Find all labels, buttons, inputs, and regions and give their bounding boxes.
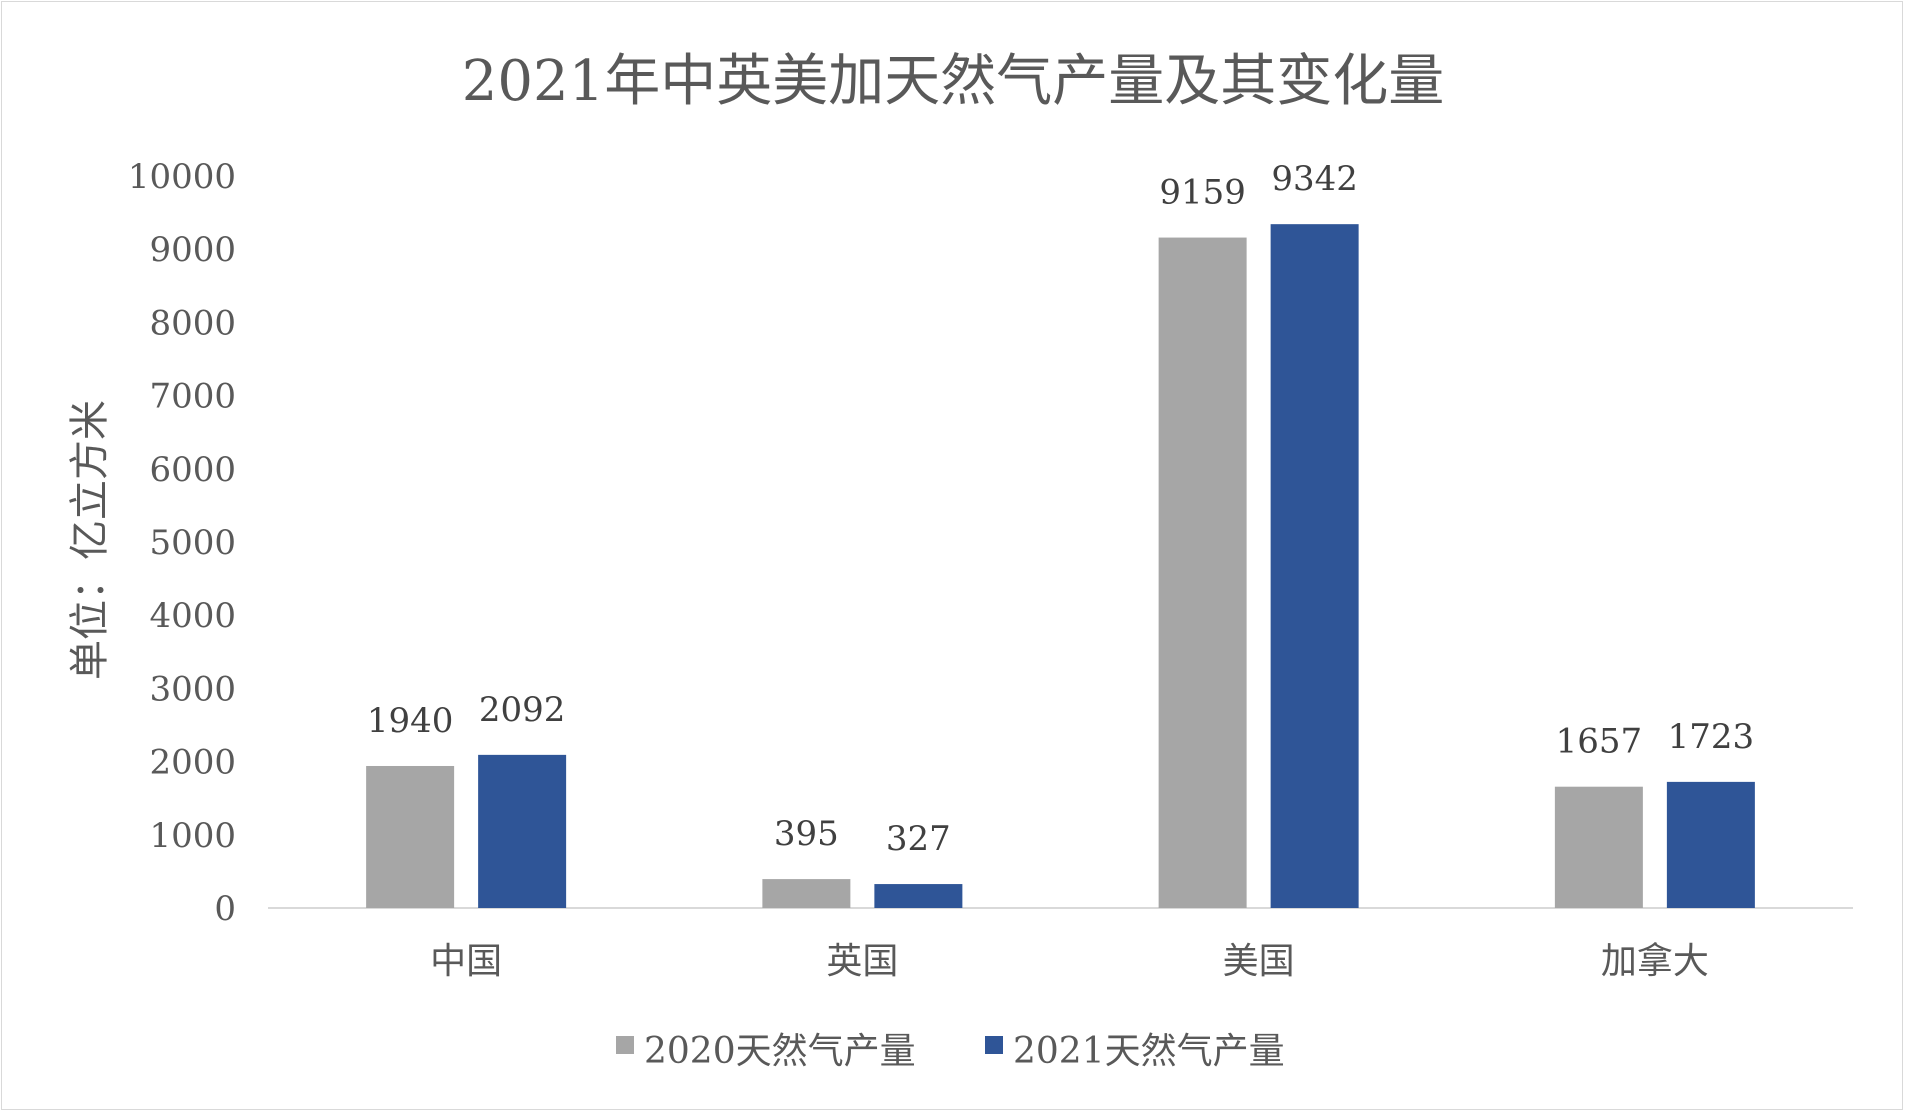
y-tick-label: 10000 [128,157,236,197]
y-tick-label: 3000 [149,669,236,709]
data-label: 327 [886,819,951,859]
category-labels: 中国 英国 美国 加拿大 [430,941,1709,982]
data-label: 1723 [1668,717,1755,757]
legend: 2020天然气产量 2021天然气产量 [616,1031,1285,1072]
bar [762,879,851,908]
legend-swatch [616,1036,634,1054]
y-axis-label: 单位：亿立方米 [67,400,113,680]
x-category-label: 美国 [1223,941,1295,982]
data-label: 1657 [1556,722,1643,762]
bar [366,765,455,908]
y-tick-label: 7000 [149,377,236,417]
legend-label: 2021天然气产量 [1013,1031,1285,1072]
y-tick-label: 6000 [149,450,236,490]
bar [478,754,567,908]
y-tick-label: 2000 [149,743,236,783]
y-tick-label: 4000 [149,596,236,636]
legend-swatch [985,1036,1003,1054]
data-label: 9159 [1159,173,1246,213]
y-tick-label: 5000 [149,523,236,563]
data-label: 395 [774,814,839,854]
y-axis-ticks: 0 1000 2000 3000 4000 5000 6000 7000 8000 9000 100… [128,157,236,929]
y-tick-label: 1000 [149,816,236,856]
bar [1666,781,1755,908]
bar [1554,786,1643,908]
bars-group: 1940 2092 395 327 9159 9342 1657 1723 [366,159,1755,909]
bar [1270,224,1359,909]
y-tick-label: 0 [214,889,236,929]
chart-title: 2021年中英美加天然气产量及其变化量 [462,49,1445,114]
legend-label: 2020天然气产量 [644,1031,916,1072]
bar [1158,237,1247,908]
y-tick-label: 8000 [149,303,236,343]
bar [874,884,963,908]
data-label: 1940 [367,701,454,741]
data-label: 2092 [479,690,566,730]
x-category-label: 英国 [826,941,898,982]
x-category-label: 加拿大 [1601,941,1709,982]
x-category-label: 中国 [430,941,502,982]
data-label: 9342 [1271,159,1358,199]
y-tick-label: 9000 [149,230,236,270]
